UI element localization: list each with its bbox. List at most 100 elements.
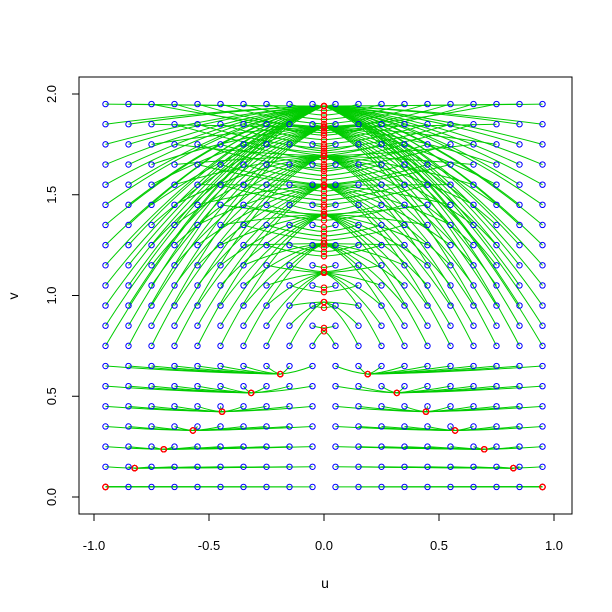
start-point [240,141,247,148]
start-point [539,362,546,370]
start-point [171,241,178,249]
start-point [263,221,270,229]
start-point [171,100,178,108]
start-point [217,322,224,329]
start-point [309,382,316,390]
trajectory-line [323,184,451,347]
start-point [493,443,500,450]
start-point [148,362,155,370]
start-point [470,362,477,370]
trajectory-line [312,224,325,228]
start-point [240,362,247,370]
start-point [171,322,178,329]
start-point [125,403,132,410]
start-point [516,382,523,390]
start-point [332,262,339,269]
start-point [332,181,339,188]
start-point [194,181,201,188]
start-point [171,302,178,309]
start-point [194,302,201,309]
start-point [102,262,109,269]
start-point [148,161,155,168]
trajectory-line [128,105,325,226]
start-point [309,423,316,430]
start-point [125,121,132,128]
start-point [378,403,385,410]
start-point [263,322,270,329]
start-point [102,100,109,108]
start-point [447,241,454,249]
start-point [263,141,270,148]
trajectory-line [323,126,497,145]
end-point [451,427,459,434]
trajectory-line [243,243,325,347]
end-point [364,370,371,378]
start-point [355,342,362,350]
start-point [378,382,385,390]
trajectory-line [323,155,474,326]
start-point [286,141,293,148]
end-point [320,163,328,170]
start-point [516,322,523,329]
start-point [263,100,270,108]
start-point [332,161,339,168]
start-point [125,141,132,148]
start-point [171,121,178,128]
start-point [286,382,293,390]
start-point [447,121,454,128]
start-point [401,241,408,249]
end-point [320,203,328,211]
start-point [240,121,247,128]
trajectory-line [323,244,336,248]
start-point [493,382,500,390]
start-point [332,362,339,370]
x-tick-label: -0.5 [198,538,220,553]
trajectory-line [323,105,520,306]
trajectory-line [280,365,313,375]
end-point [320,269,328,277]
start-point [516,262,523,269]
start-point [355,141,362,148]
start-point [470,241,477,249]
trajectory-line [312,264,325,268]
start-point [424,100,431,108]
trajectory-line [266,204,325,217]
end-point [320,298,328,306]
start-point [332,342,339,350]
start-point [125,262,132,269]
trajectory-line [174,426,193,432]
start-points [102,100,546,491]
trajectory-line [323,284,359,293]
start-point [447,423,454,430]
start-point [171,221,178,229]
start-point [332,483,339,491]
start-point [148,241,155,249]
trajectory-line [496,466,514,469]
start-point [171,382,178,390]
end-point [320,328,328,335]
trajectory-line [323,105,543,186]
start-point [171,423,178,430]
trajectory-line [220,123,325,145]
trajectory-line [323,164,405,181]
trajectory-line [323,213,428,286]
start-point [171,262,178,269]
start-point [493,463,500,470]
trajectory-line [266,224,325,237]
x-axis: -1.0 -0.5 0.0 0.5 1.0 [83,513,563,553]
trajectory-line [243,164,325,181]
end-point [320,152,328,160]
start-point [263,282,270,289]
end-point [481,446,488,453]
start-point [493,403,500,410]
trajectory-line [358,365,368,375]
trajectory-line [266,143,325,156]
trajectory-line [323,213,428,246]
start-point [355,262,362,269]
trajectory-line [323,264,336,268]
start-point [355,161,362,168]
trajectory-line [323,243,405,246]
start-point [217,161,224,168]
end-point [320,123,328,130]
trajectory-line [220,143,325,165]
